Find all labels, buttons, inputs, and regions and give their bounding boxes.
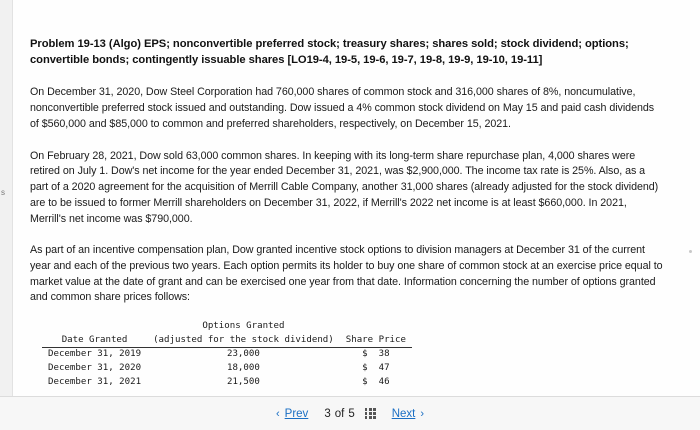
header-options-granted-line2: (adjusted for the stock dividend) — [147, 333, 340, 349]
cell-date: December 31, 2021 — [48, 376, 142, 387]
page-indicator: 3 of 5 — [324, 407, 376, 420]
page-of-label: of — [334, 407, 345, 420]
left-gutter: s — [0, 0, 13, 430]
header-date-granted: Date Granted — [42, 333, 148, 349]
header-share-price: Share Price — [339, 333, 412, 349]
table-header-row-1: Options Granted — [42, 320, 412, 334]
paragraph-2: On February 28, 2021, Dow sold 63,000 co… — [30, 149, 659, 225]
cell-date: December 31, 2019 — [48, 349, 142, 360]
cell-options: 21,500 — [226, 376, 260, 387]
next-button-label: Next — [391, 407, 416, 420]
cell-price: $ 46 — [362, 376, 390, 387]
next-button[interactable]: Next › — [392, 408, 424, 420]
table-header-row-2: Date Granted (adjusted for the stock div… — [42, 333, 412, 349]
cell-options: 23,000 — [226, 349, 260, 360]
page-current: 3 — [324, 407, 331, 420]
header-options-granted-line1: Options Granted — [202, 321, 285, 332]
paragraph-1: On December 31, 2020, Dow Steel Corporat… — [30, 86, 655, 130]
table-row: December 31, 2020 18,000 $ 47 — [42, 362, 412, 376]
prev-button[interactable]: ‹ Prev — [276, 408, 308, 420]
header-blank-2 — [340, 320, 412, 334]
grid-view-icon[interactable] — [364, 408, 376, 419]
cell-price: $ 47 — [362, 363, 390, 374]
options-table: Options Granted Date Granted (adjusted f… — [42, 320, 412, 389]
cell-options: 18,000 — [226, 363, 260, 374]
chevron-right-icon: › — [420, 407, 425, 420]
pagination-footer: ‹ Prev 3 of 5 Next › — [0, 396, 700, 430]
chevron-left-icon: ‹ — [275, 407, 280, 420]
cell-date: December 31, 2020 — [48, 363, 142, 374]
left-gutter-label: s — [1, 188, 5, 197]
problem-title: Problem 19-13 (Algo) EPS; nonconvertible… — [30, 38, 629, 67]
options-table-wrapper: Options Granted Date Granted (adjusted f… — [42, 320, 680, 389]
page-total: 5 — [348, 407, 355, 420]
scroll-marker — [689, 250, 692, 253]
cell-price: $ 38 — [362, 349, 390, 360]
table-row: December 31, 2019 23,000 $ 38 — [42, 348, 412, 362]
paragraph-3: As part of an incentive compensation pla… — [30, 244, 663, 304]
header-blank — [42, 320, 147, 334]
table-row: December 31, 2021 21,500 $ 46 — [42, 376, 412, 390]
prev-button-label: Prev — [284, 407, 309, 420]
document-content: Problem 19-13 (Algo) EPS; nonconvertible… — [30, 36, 680, 421]
